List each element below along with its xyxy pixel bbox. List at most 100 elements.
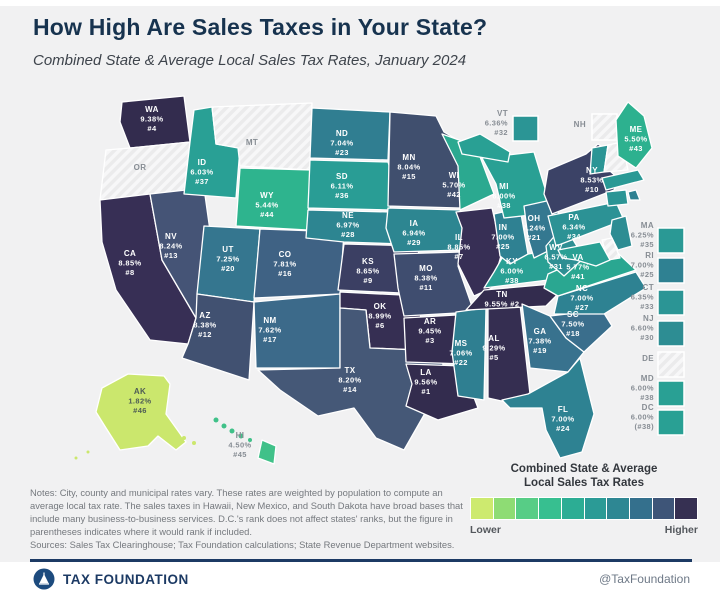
legend-swatch (629, 497, 653, 519)
state-HI-island (238, 433, 244, 439)
state-NH-label: NH (574, 120, 586, 129)
state-NM-label: NM 7.62% #17 (258, 316, 281, 344)
state-NC (553, 271, 647, 315)
legend-swatch (675, 497, 698, 519)
state-OH-label: OH 7.24% #21 (522, 214, 545, 242)
state-NJ (609, 215, 633, 251)
state-AK-island (86, 450, 90, 454)
legend-end-labels: Lower Higher (470, 524, 698, 536)
legend-swatch (516, 497, 540, 519)
tax-foundation-icon (33, 568, 55, 590)
state-HI-label: HI 4.50% #45 (228, 431, 251, 459)
state-AK-island (192, 441, 196, 445)
state-IN-label: IN 7.00% #25 (491, 223, 514, 251)
state-NJ-swatch (657, 320, 685, 347)
state-HI (257, 439, 277, 465)
state-UT-label: UT 7.25% #20 (216, 245, 239, 273)
state-MT (211, 102, 313, 171)
notes-block: Notes: City, county and municipal rates … (30, 487, 464, 552)
state-MD-label: MD 6.00% #38 (631, 374, 654, 402)
footer-divider (30, 559, 692, 562)
state-AK-island (182, 436, 186, 440)
state-ME (615, 101, 653, 169)
state-VA-label: VA 5.77% #41 (566, 253, 589, 281)
notes-text: Notes: City, county and municipal rates … (30, 487, 463, 537)
state-KY-label: KY 6.00% #38 (500, 257, 523, 285)
state-AK-island (172, 430, 176, 434)
twitter-handle[interactable]: @TaxFoundation (599, 572, 690, 586)
legend-swatch (584, 497, 608, 519)
state-AK-label: AK 1.82% #46 (128, 387, 151, 415)
state-MT-label: MT (246, 138, 258, 147)
state-MO-label: MO 8.38% #11 (414, 264, 437, 292)
state-FL (501, 357, 595, 459)
state-NH-swatch (591, 113, 618, 141)
footer-background (0, 562, 720, 598)
state-AZ-label: AZ 8.38% #12 (193, 311, 216, 339)
state-KS-label: KS 8.65% #9 (356, 257, 379, 285)
state-MA-label: MA 6.25% #35 (631, 221, 654, 249)
state-CT-swatch (657, 289, 685, 316)
state-GA-label: GA 7.38% #19 (528, 327, 551, 355)
state-VT-swatch (512, 115, 539, 142)
legend-swatch (493, 497, 517, 519)
legend-color-scale (470, 496, 698, 520)
state-LA-label: LA 9.56% #1 (414, 368, 437, 396)
state-MD-swatch (657, 380, 685, 407)
state-TX-label: TX 8.20% #14 (338, 366, 361, 394)
state-SC-label: SC 7.50% #18 (561, 310, 584, 338)
brand-name: TAX FOUNDATION (63, 571, 189, 587)
state-NV-label: NV 8.24% #13 (159, 232, 182, 260)
state-CT-label: CT 6.35% #33 (631, 283, 654, 311)
state-ND-label: ND 7.04% #23 (330, 129, 353, 157)
state-CO-label: CO 7.81% #16 (273, 250, 296, 278)
state-NY-label: NY 8.53% #10 (580, 166, 603, 194)
state-ND (309, 107, 391, 161)
state-NE-label: NE 6.97% #28 (336, 211, 359, 239)
top-border (0, 0, 720, 6)
brand-logo: TAX FOUNDATION (33, 568, 189, 590)
state-HI-island (221, 423, 227, 429)
legend-swatch (607, 497, 630, 519)
state-WI-label: WI 5.70% #42 (442, 171, 465, 199)
legend-higher-label: Higher (664, 523, 698, 536)
state-MI-label: MI 6.00% #38 (492, 182, 515, 210)
legend-title: Combined State & Average Local Sales Tax… (510, 463, 658, 490)
legend-swatch (652, 497, 676, 519)
state-ME-label: ME 5.50% #43 (624, 125, 647, 153)
state-VT-label: VT 6.36% #32 (485, 109, 508, 137)
state-MD (557, 241, 611, 267)
state-RI-label: RI 7.00% #25 (631, 251, 654, 279)
state-DE-label: DE (642, 354, 654, 363)
state-DC-swatch (657, 409, 685, 436)
legend-swatch (561, 497, 585, 519)
state-OK-label: OK 8.99% #6 (368, 302, 391, 330)
state-OR-label: OR (134, 163, 147, 172)
state-IL-label: IL 8.85% #7 (447, 233, 470, 261)
state-DC-label: DC 6.00% (#38) (631, 403, 654, 431)
state-TN (465, 283, 565, 311)
state-PA-label: PA 6.34% #34 (562, 213, 585, 241)
state-MA (601, 169, 645, 191)
state-WA-label: WA 9.38% #4 (140, 105, 163, 133)
legend-swatch (539, 497, 562, 519)
state-NC-label: NC 7.00% #27 (570, 284, 593, 312)
page-subtitle: Combined State & Average Local Sales Tax… (33, 52, 467, 69)
state-AL-label: AL 9.29% #5 (482, 334, 505, 362)
state-MN-label: MN 8.04% #15 (397, 153, 420, 181)
state-ID-label: ID 6.03% #37 (190, 158, 213, 186)
state-MA-swatch (657, 227, 685, 254)
state-HI-island (229, 428, 235, 434)
state-TN-label: TN 9.55% #2 (485, 290, 520, 309)
state-RI-swatch (657, 257, 685, 284)
state-NJ-label: NJ 6.60% #30 (631, 314, 654, 342)
state-MI (457, 133, 511, 163)
page-title: How High Are Sales Taxes in Your State? (33, 14, 488, 40)
sources-text: Sources: Sales Tax Clearinghouse; Tax Fo… (30, 538, 455, 550)
state-MS-label: MS 7.06% #22 (449, 339, 472, 367)
state-AK (95, 373, 187, 451)
state-SD-label: SD 6.11% #36 (331, 172, 354, 200)
state-IA-label: IA 6.94% #29 (402, 219, 425, 247)
